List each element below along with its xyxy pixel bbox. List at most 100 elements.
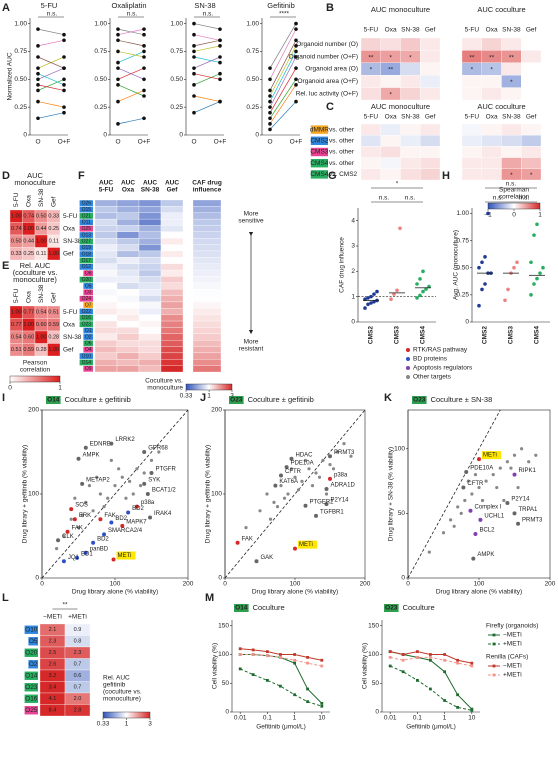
row-badge <box>83 334 93 340</box>
y-tick-label: 0.75 <box>94 48 107 55</box>
legend-label: −METi <box>503 663 522 670</box>
dot <box>192 83 196 87</box>
heat-cell <box>94 327 118 334</box>
row-label: Organoid number (O+F) <box>288 53 358 60</box>
highlight-dot <box>111 557 116 562</box>
badge-label: O14 <box>235 605 248 612</box>
heat-cell <box>138 320 162 328</box>
heat-cell <box>116 269 140 277</box>
annotation: More <box>244 211 259 218</box>
heat-cell <box>94 333 118 341</box>
marker <box>443 699 447 702</box>
row-label: O25 <box>82 226 92 232</box>
column-label: SN-38 <box>401 114 420 121</box>
heat-cell <box>481 168 502 181</box>
row-label: O16 <box>25 695 38 702</box>
dot <box>142 32 146 37</box>
column-label: Oxa <box>486 114 498 121</box>
cell-value: 0.11 <box>36 251 46 257</box>
x-tick-label: 1 <box>443 715 447 722</box>
point-label: JQ1 <box>68 555 80 561</box>
row-label: Rel. luc activity (O+F) <box>296 91 358 98</box>
highlight-dot <box>235 540 240 545</box>
marker <box>278 655 282 659</box>
dot <box>95 475 99 479</box>
highlight-dot <box>254 559 259 564</box>
x-tick-label: 0.01 <box>384 715 397 722</box>
heat-cell <box>420 87 441 101</box>
dot <box>62 534 66 538</box>
heat-cell <box>138 276 162 283</box>
dot <box>218 71 222 76</box>
point-label: FAK <box>242 536 253 542</box>
marker <box>456 693 459 697</box>
column-label: Oxa <box>25 195 32 207</box>
row-label: vs. other <box>329 138 355 145</box>
y-tick-label: 1.00 <box>456 210 469 217</box>
y-tick-label: 100 <box>218 651 229 658</box>
cell-value: 0.44 <box>23 239 34 245</box>
heat-cell <box>380 157 401 169</box>
pair-line <box>269 67 297 113</box>
dot <box>98 492 102 496</box>
heat-cell <box>116 225 140 233</box>
heat-cell <box>94 269 118 277</box>
colorbar <box>487 202 541 210</box>
dot <box>418 277 422 281</box>
heat-cell <box>116 301 140 309</box>
row-label: O6 <box>85 341 92 347</box>
highlight-dot <box>471 556 476 561</box>
dot <box>324 492 329 496</box>
row-label: O23 <box>25 684 38 691</box>
heatmap-title: AUC monoculture <box>371 102 430 111</box>
x-tick-label: CMS2 <box>482 326 489 344</box>
column-label: 5-FU <box>465 27 480 34</box>
heat-cell <box>160 282 184 290</box>
x-tick-label: 10 <box>318 715 326 722</box>
row-label: Gef <box>63 250 74 257</box>
row-badge <box>24 625 38 634</box>
identity-line <box>224 409 366 579</box>
highlight-dot <box>289 456 294 461</box>
dot <box>268 94 272 98</box>
heat-cell <box>94 206 118 213</box>
point-label: TRPA1 <box>519 507 539 513</box>
dot <box>366 296 370 300</box>
heat-cell <box>94 276 118 283</box>
heat-cell <box>400 123 421 136</box>
heat-cell <box>192 295 222 303</box>
x-axis-label: Drug library alone (% viability) <box>252 589 338 596</box>
dot <box>279 484 283 488</box>
pair-line <box>269 101 297 130</box>
column-label: Gef <box>50 196 57 207</box>
dot <box>135 467 139 471</box>
dot <box>293 475 297 479</box>
x-tick-label: 0 <box>40 581 44 588</box>
heat-cell <box>94 250 118 258</box>
heat-cell <box>138 365 162 373</box>
x-tick-label: O+F <box>58 139 71 146</box>
dot <box>36 66 40 70</box>
cell-value: 0.25 <box>48 226 59 232</box>
dot <box>480 260 484 265</box>
heat-cell <box>160 359 184 366</box>
column-label: Gef <box>50 292 57 303</box>
colorbar-tick-label: 0.33 <box>180 393 193 400</box>
highlight-dot <box>83 445 88 450</box>
heat-cell <box>138 359 162 366</box>
heat-cell <box>160 257 184 264</box>
heat-cell <box>116 289 140 296</box>
dot <box>538 271 542 275</box>
y-tick-label: 0.25 <box>170 104 183 111</box>
row-label: vs. other <box>329 126 355 133</box>
point-label: SOS <box>75 503 88 509</box>
significance: n.s. <box>493 195 504 202</box>
marker <box>401 653 405 656</box>
heat-cell <box>116 359 140 366</box>
row-label: O24 <box>82 296 92 302</box>
y-tick-label: 2 <box>351 268 355 275</box>
cell-annotation: ** <box>509 54 515 61</box>
legend-title: Firefly (organoids) <box>486 623 538 630</box>
heat-cell <box>116 295 140 303</box>
heat-cell <box>400 146 421 158</box>
